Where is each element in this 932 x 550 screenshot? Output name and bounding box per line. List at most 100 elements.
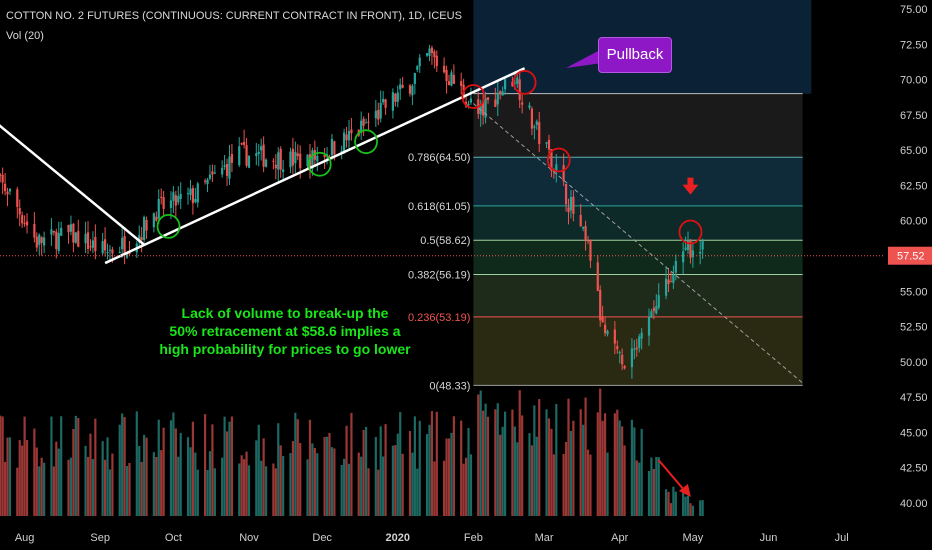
- candle-body: [108, 249, 112, 251]
- candle-body: [238, 146, 241, 166]
- price-tick-label: 62.50: [900, 180, 928, 192]
- volume-bar: [391, 445, 394, 516]
- price-tick-label: 70.00: [900, 75, 928, 87]
- volume-bar: [518, 390, 521, 516]
- volume-bar: [172, 412, 175, 516]
- candle-body: [89, 246, 92, 248]
- time-tick-label: Oct: [165, 532, 182, 544]
- pullback-callout[interactable]: Pullback: [598, 37, 672, 73]
- volume-bar: [291, 441, 294, 516]
- symbol-title[interactable]: COTTON NO. 2 FUTURES (CONTINUOUS: CURREN…: [6, 10, 462, 22]
- volume-bar: [447, 438, 451, 516]
- volume-bar: [379, 426, 382, 516]
- analysis-note-line-1: Lack of volume to break-up the: [181, 305, 389, 321]
- volume-indicator-label[interactable]: Vol (20): [6, 30, 44, 42]
- volume-bar: [94, 418, 97, 516]
- candle-body: [221, 167, 224, 175]
- volume-bar: [40, 457, 43, 516]
- candle-body: [664, 278, 668, 296]
- volume-bar: [599, 388, 602, 516]
- volume-bar: [433, 461, 436, 516]
- volume-bar: [282, 456, 285, 516]
- candle-body: [157, 198, 160, 219]
- candle-body: [377, 109, 380, 120]
- volume-bar: [501, 426, 504, 516]
- last-price-label: 57.52: [897, 251, 925, 263]
- candle-body: [382, 98, 385, 103]
- volume-bar: [84, 445, 87, 516]
- volume-trend-arrow-head-icon: [678, 484, 691, 497]
- volume-bar: [464, 457, 468, 516]
- candle-body: [447, 81, 451, 86]
- volume-bar: [72, 428, 75, 516]
- volume-bar: [511, 409, 514, 516]
- candle-body: [106, 252, 109, 254]
- candle-body: [138, 235, 141, 243]
- candle-body: [672, 274, 675, 283]
- volume-bar: [194, 452, 197, 516]
- volume-bar: [35, 447, 38, 516]
- candle-body: [103, 239, 107, 251]
- candle-body: [174, 195, 177, 206]
- candle-body: [486, 97, 490, 100]
- time-tick-label: Jul: [835, 532, 849, 544]
- candle-body: [647, 317, 651, 336]
- highlight-circle: [678, 219, 703, 245]
- volume-bar: [564, 441, 568, 516]
- candle-body: [416, 66, 419, 70]
- volume-bars: [0, 388, 704, 516]
- volume-bar: [57, 448, 60, 516]
- candle-body: [206, 179, 209, 185]
- volume-bar: [382, 456, 385, 516]
- volume-bar: [621, 426, 624, 516]
- volume-bar: [8, 437, 12, 516]
- volume-bar: [579, 409, 582, 516]
- candle-body: [623, 366, 626, 369]
- volume-bar: [584, 397, 587, 516]
- candle-body: [435, 55, 438, 67]
- volume-bar: [123, 417, 126, 516]
- candle-body: [264, 159, 268, 167]
- time-axis[interactable]: Aug Sep Oct Nov Dec 2020 Feb Mar Apr May Jun Jul: [15, 532, 849, 544]
- volume-bar: [16, 467, 19, 516]
- highlight-circle: [307, 151, 332, 177]
- volume-bar: [613, 413, 616, 516]
- candle-body: [189, 188, 192, 195]
- volume-bar: [189, 447, 192, 516]
- volume-bar: [177, 456, 180, 516]
- candle-body: [123, 236, 126, 255]
- candle-body: [333, 141, 336, 155]
- volume-bar: [43, 462, 46, 516]
- candle-body: [291, 148, 294, 166]
- volume-bar: [262, 438, 265, 516]
- volume-bar: [384, 424, 387, 516]
- volume-bar: [672, 486, 675, 516]
- volume-bar: [230, 416, 234, 516]
- candle-body: [379, 102, 382, 119]
- volume-bar: [103, 459, 107, 516]
- candle-body: [86, 232, 90, 249]
- candle-body: [111, 249, 114, 254]
- price-axis[interactable]: 40.0042.5045.0047.5050.0052.5055.0057.50…: [888, 4, 932, 510]
- candle-body: [589, 240, 592, 261]
- candle-body: [460, 81, 463, 86]
- candle-body: [408, 85, 412, 94]
- candle-body: [572, 196, 575, 214]
- volume-bar: [689, 503, 692, 516]
- volume-bar: [228, 421, 231, 516]
- price-tick-label: 40.00: [900, 498, 928, 510]
- volume-bar: [140, 461, 143, 516]
- volume-bar: [401, 453, 404, 516]
- volume-bar: [152, 452, 155, 516]
- candle-body: [596, 262, 599, 291]
- candle-body: [262, 144, 265, 167]
- candle-body: [584, 225, 587, 240]
- volume-bar: [247, 465, 251, 516]
- volume-bar: [155, 456, 158, 516]
- volume-bar: [396, 433, 399, 516]
- volume-bar: [77, 418, 80, 516]
- candle-body: [467, 103, 470, 106]
- volume-bar: [572, 420, 575, 516]
- highlight-circle: [156, 213, 181, 239]
